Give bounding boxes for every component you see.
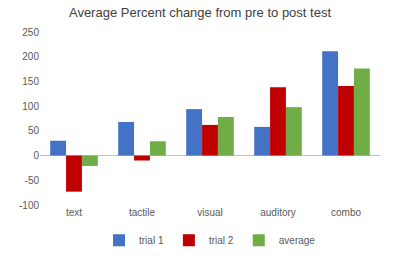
svg-text:trial 2: trial 2 [209,235,234,246]
svg-text:150: 150 [22,76,39,87]
svg-text:text: text [66,207,82,218]
svg-text:trial 1: trial 1 [139,235,164,246]
svg-text:combo: combo [331,207,361,218]
svg-text:200: 200 [22,51,39,62]
svg-text:average: average [279,235,316,246]
svg-text:0: 0 [33,150,39,161]
svg-text:visual: visual [197,207,223,218]
svg-text:100: 100 [22,101,39,112]
svg-text:tactile: tactile [129,207,156,218]
svg-text:auditory: auditory [260,207,296,218]
svg-text:-100: -100 [19,200,39,211]
svg-text:-50: -50 [25,175,40,186]
svg-text:Average Percent change from pr: Average Percent change from pre to post … [69,5,331,20]
svg-text:50: 50 [28,125,40,136]
svg-text:250: 250 [22,27,39,38]
